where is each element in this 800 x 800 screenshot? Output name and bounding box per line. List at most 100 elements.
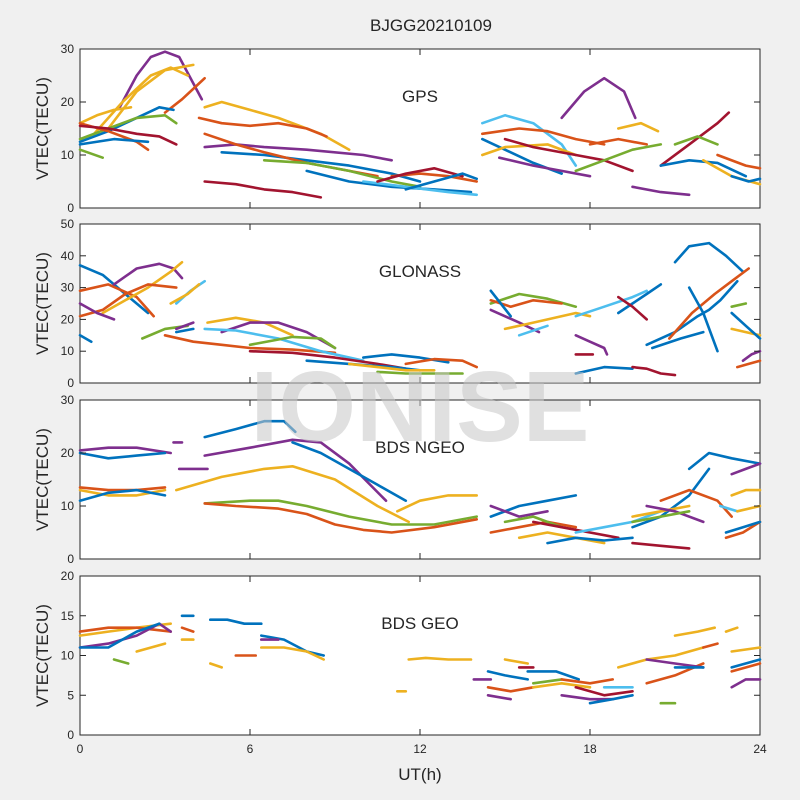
series-line [645,504,705,524]
series-line [588,693,634,705]
series-line [687,286,719,353]
series-line [101,260,184,315]
series-line [486,693,513,701]
series-line [574,143,663,173]
panel-1: 0 10 20 30 40 50 VTEC(TECU) GLONASS [33,217,762,390]
series-line [480,127,606,146]
y-axis-label: VTEC(TECU) [33,77,52,180]
series-line [503,658,530,665]
panel-2: 0 10 20 30 VTEC(TECU) BDS NGEO [33,393,762,566]
y-tick-label: 50 [61,217,75,231]
figure-title: BJGG20210109 [370,16,492,35]
series-line [631,365,677,377]
series-line [203,438,388,503]
series-line [631,541,691,550]
series-line [730,646,762,653]
series-line [112,262,184,286]
series-line [616,121,660,133]
series-line [209,618,263,626]
series-line [78,488,167,503]
series-line [78,302,116,321]
series-line [730,662,762,673]
series-line [163,76,206,114]
series-line [175,464,411,524]
series-line [531,678,564,685]
x-axis-label: UT(h) [398,765,441,784]
x-tick-label: 24 [753,742,767,756]
y-axis-label: VTEC(TECU) [33,604,52,707]
x-tick-label: 0 [77,742,84,756]
series-line [203,499,479,526]
series-line [588,137,649,146]
series-line [631,185,691,197]
series-line [531,520,620,540]
y-tick-label: 10 [61,649,75,663]
y-axis-label: VTEC(TECU) [33,428,52,531]
series-line [407,656,473,661]
series-line [560,76,637,120]
y-tick-label: 0 [67,376,74,390]
y-tick-label: 30 [61,393,75,407]
series-line [517,324,549,337]
panel-title: BDS NGEO [375,438,465,457]
plot-area [79,399,761,560]
series-line [730,462,762,476]
series-line [560,693,615,701]
series-line [730,678,762,689]
panel-0: 0 10 20 30 VTEC(TECU) GPS [33,42,762,215]
panel-title: GPS [402,87,438,106]
series-line [574,509,663,534]
x-tick-label: 6 [247,742,254,756]
y-tick-label: 0 [67,552,74,566]
series-line [78,622,172,649]
series-line [259,646,326,661]
series-line [735,504,762,513]
series-line [291,441,408,503]
series-line [546,536,634,545]
series-line [687,451,762,471]
series-line [560,678,615,685]
y-tick-label: 0 [67,201,74,215]
series-line [574,333,609,356]
series-line [305,169,473,194]
series-line [631,504,691,518]
series-line [716,153,762,170]
series-line [259,634,326,657]
series-line [489,289,513,318]
panel-3: 0 6 12 18 24 0 5 10 15 20 VTEC(TECU) BDS GEO [33,569,767,756]
series-line [78,283,155,318]
y-tick-label: 10 [61,499,75,513]
series-group [78,419,762,550]
series-line [78,124,178,146]
y-tick-label: 30 [61,281,75,295]
x-tick-label: 18 [583,742,597,756]
series-line [78,106,133,125]
y-tick-label: 10 [61,148,75,162]
series-line [730,488,762,497]
series-line [724,520,762,534]
series-line [730,174,762,183]
series-line [203,419,297,439]
series-line [78,333,93,344]
series-line [180,626,195,633]
series-line [489,308,541,334]
y-tick-label: 20 [61,569,75,583]
watermark: IONISE [251,351,590,463]
series-line [175,321,195,331]
series-line [616,283,663,315]
series-line [197,116,328,138]
series-line [730,311,762,340]
series-line [175,327,195,334]
series-line [78,486,167,492]
series-line [730,302,748,309]
series-line [741,349,762,363]
series-line [724,520,762,540]
series-line [209,662,223,669]
y-tick-label: 30 [61,42,75,56]
y-tick-label: 15 [61,609,75,623]
series-line [531,681,592,689]
series-group [78,50,762,199]
series-line [118,50,204,109]
